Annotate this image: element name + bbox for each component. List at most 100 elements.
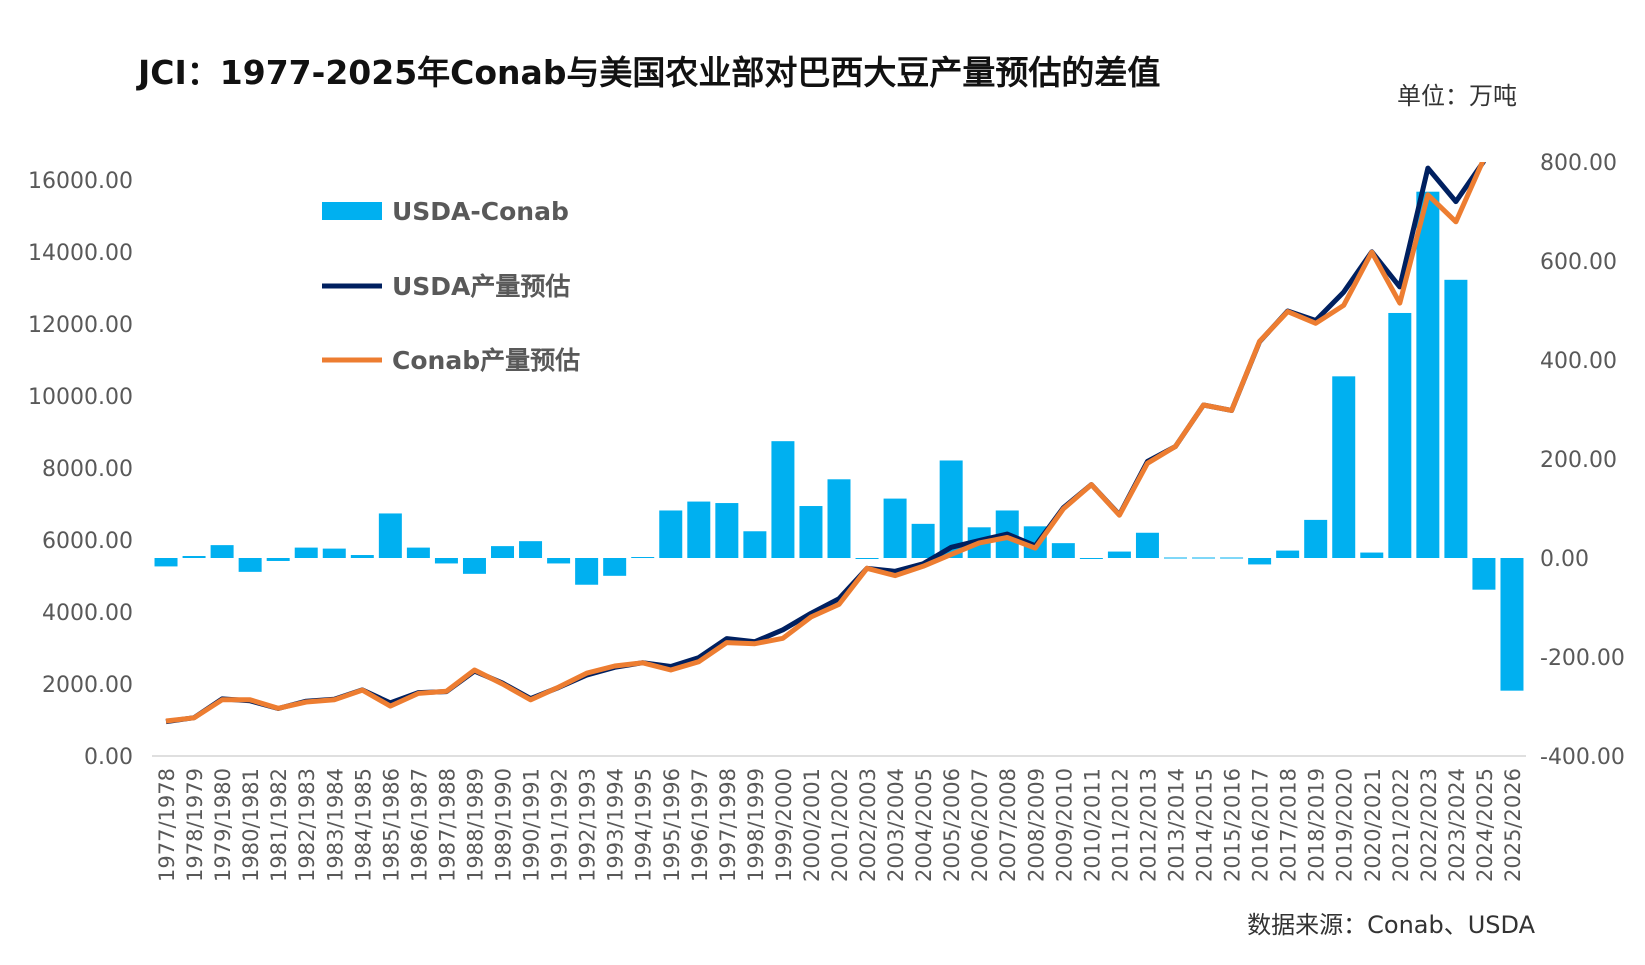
bar-usda-conab bbox=[1276, 550, 1300, 558]
bar-usda-conab bbox=[715, 503, 739, 558]
bar-usda-conab bbox=[1500, 558, 1524, 691]
x-tick-label: 2013/2014 bbox=[1164, 768, 1188, 882]
x-tick-label: 1989/1990 bbox=[492, 768, 516, 882]
bar-usda-conab bbox=[799, 506, 823, 558]
bar-usda-conab bbox=[1248, 558, 1272, 565]
bar-usda-conab bbox=[378, 513, 402, 558]
bar-usda-conab bbox=[1051, 543, 1075, 558]
x-tick-label: 1982/1983 bbox=[295, 768, 319, 882]
x-tick-label: 1986/1987 bbox=[407, 768, 431, 882]
x-tick-label: 2014/2015 bbox=[1193, 768, 1217, 882]
bar-usda-conab bbox=[771, 441, 795, 558]
x-tick-label: 1999/2000 bbox=[772, 768, 796, 882]
x-tick-label: 2005/2006 bbox=[940, 768, 964, 882]
bar-usda-conab bbox=[462, 558, 486, 574]
x-tick-label: 2003/2004 bbox=[884, 768, 908, 882]
x-tick-label: 1977/1978 bbox=[155, 768, 179, 882]
legend-label: USDA-Conab bbox=[392, 197, 569, 226]
right-tick-label: -200.00 bbox=[1540, 646, 1625, 671]
bar-usda-conab bbox=[294, 547, 318, 558]
left-tick-label: 14000.00 bbox=[28, 241, 133, 266]
bar-usda-conab bbox=[1079, 558, 1103, 559]
bar-usda-conab bbox=[154, 558, 178, 567]
bar-usda-conab bbox=[1472, 558, 1496, 590]
left-tick-label: 4000.00 bbox=[42, 601, 133, 626]
legend-label: USDA产量预估 bbox=[392, 272, 570, 301]
x-tick-label: 2018/2019 bbox=[1305, 768, 1329, 882]
x-tick-label: 1978/1979 bbox=[183, 768, 207, 882]
legend-swatch-bar bbox=[322, 202, 382, 220]
x-tick-label: 2007/2008 bbox=[996, 768, 1020, 882]
left-tick-label: 12000.00 bbox=[28, 313, 133, 338]
bar-usda-conab bbox=[855, 558, 879, 559]
bar-usda-conab bbox=[210, 545, 234, 558]
x-tick-label: 2019/2020 bbox=[1333, 768, 1357, 882]
x-tick-label: 2000/2001 bbox=[800, 768, 824, 882]
x-tick-label: 1984/1985 bbox=[351, 768, 375, 882]
x-tick-label: 2015/2016 bbox=[1221, 768, 1245, 882]
x-tick-label: 2016/2017 bbox=[1249, 768, 1273, 882]
line-usda-estimate bbox=[165, 162, 1486, 725]
bar-usda-conab bbox=[519, 541, 543, 558]
bar-usda-conab bbox=[1220, 557, 1244, 559]
x-tick-label: 2020/2021 bbox=[1361, 768, 1385, 882]
bar-usda-conab bbox=[1332, 376, 1356, 558]
bar-usda-conab bbox=[575, 558, 599, 585]
bar-usda-conab bbox=[1444, 279, 1468, 558]
right-tick-label: 800.00 bbox=[1540, 151, 1617, 176]
bar-usda-conab bbox=[911, 523, 935, 558]
left-tick-label: 0.00 bbox=[84, 745, 133, 770]
right-tick-label: 600.00 bbox=[1540, 250, 1617, 275]
x-tick-label: 1991/1992 bbox=[548, 768, 572, 882]
x-tick-label: 2011/2012 bbox=[1108, 768, 1132, 882]
bar-usda-conab bbox=[238, 558, 262, 572]
x-tick-label: 1979/1980 bbox=[211, 768, 235, 882]
bar-usda-conab bbox=[1416, 191, 1440, 558]
bar-usda-conab bbox=[1163, 557, 1187, 559]
bar-usda-conab bbox=[659, 510, 683, 558]
x-tick-label: 1995/1996 bbox=[660, 768, 684, 882]
right-tick-label: -400.00 bbox=[1540, 745, 1625, 770]
x-tick-label: 1980/1981 bbox=[239, 768, 263, 882]
bar-usda-conab bbox=[322, 548, 346, 558]
bar-usda-conab bbox=[631, 557, 655, 559]
chart-title: JCI：1977-2025年Conab与美国农业部对巴西大豆产量预估的差值 bbox=[138, 53, 1161, 92]
left-tick-label: 2000.00 bbox=[42, 673, 133, 698]
bar-usda-conab bbox=[687, 501, 711, 558]
left-tick-label: 8000.00 bbox=[42, 457, 133, 482]
bar-usda-conab bbox=[547, 558, 571, 564]
bar-usda-conab bbox=[939, 460, 963, 558]
bar-usda-conab bbox=[1107, 551, 1131, 558]
bar-usda-conab bbox=[182, 556, 206, 558]
x-tick-label: 2025/2026 bbox=[1501, 768, 1525, 882]
bar-usda-conab bbox=[406, 547, 430, 558]
bar-usda-conab bbox=[491, 546, 515, 558]
bar-usda-conab bbox=[1192, 557, 1216, 559]
x-tick-label: 2008/2009 bbox=[1024, 768, 1048, 882]
bar-usda-conab bbox=[743, 531, 767, 558]
bar-usda-conab bbox=[1304, 519, 1328, 558]
x-tick-label: 2006/2007 bbox=[968, 768, 992, 882]
x-tick-label: 2022/2023 bbox=[1417, 768, 1441, 882]
bar-usda-conab bbox=[1388, 312, 1412, 558]
right-tick-label: 200.00 bbox=[1540, 448, 1617, 473]
x-tick-label: 1993/1994 bbox=[604, 768, 628, 882]
x-tick-label: 1996/1997 bbox=[688, 768, 712, 882]
left-tick-label: 6000.00 bbox=[42, 529, 133, 554]
unit-label: 单位：万吨 bbox=[1397, 82, 1517, 110]
x-tick-label: 2001/2002 bbox=[828, 768, 852, 882]
bar-usda-conab bbox=[827, 479, 851, 558]
x-tick-label: 1985/1986 bbox=[379, 768, 403, 882]
right-tick-label: 400.00 bbox=[1540, 349, 1617, 374]
bar-usda-conab bbox=[434, 558, 458, 564]
x-tick-label: 2024/2025 bbox=[1473, 768, 1497, 882]
x-tick-label: 2012/2013 bbox=[1136, 768, 1160, 882]
left-tick-label: 10000.00 bbox=[28, 385, 133, 410]
legend-label: Conab产量预估 bbox=[392, 346, 580, 375]
x-tick-label: 2021/2022 bbox=[1389, 768, 1413, 882]
x-tick-label: 1990/1991 bbox=[520, 768, 544, 882]
bar-usda-conab bbox=[883, 498, 907, 558]
x-tick-label: 1994/1995 bbox=[632, 768, 656, 882]
